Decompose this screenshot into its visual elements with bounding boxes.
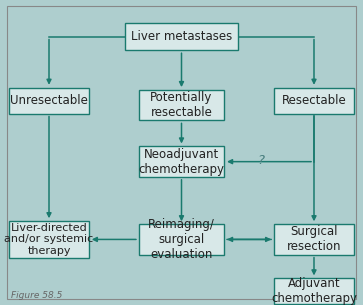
FancyBboxPatch shape (9, 88, 89, 113)
Text: ?: ? (257, 154, 264, 167)
Text: Surgical
resection: Surgical resection (287, 225, 341, 253)
Text: Unresectable: Unresectable (10, 94, 88, 107)
Text: Resectable: Resectable (282, 94, 346, 107)
FancyBboxPatch shape (139, 146, 224, 177)
FancyBboxPatch shape (274, 224, 354, 255)
FancyBboxPatch shape (139, 224, 224, 255)
Text: Reimaging/
surgical
evaluation: Reimaging/ surgical evaluation (148, 218, 215, 261)
FancyBboxPatch shape (274, 88, 354, 113)
Text: Adjuvant
chemotherapy: Adjuvant chemotherapy (271, 277, 357, 305)
FancyBboxPatch shape (274, 278, 354, 304)
FancyBboxPatch shape (9, 221, 89, 258)
Text: Potentially
resectable: Potentially resectable (150, 91, 213, 119)
FancyBboxPatch shape (125, 23, 238, 50)
Text: Liver-directed
and/or systemic
therapy: Liver-directed and/or systemic therapy (4, 223, 94, 256)
Text: Neoadjuvant
chemotherapy: Neoadjuvant chemotherapy (139, 148, 224, 176)
FancyBboxPatch shape (139, 90, 224, 120)
Text: Figure 58.5: Figure 58.5 (11, 291, 62, 300)
Text: Liver metastases: Liver metastases (131, 30, 232, 43)
